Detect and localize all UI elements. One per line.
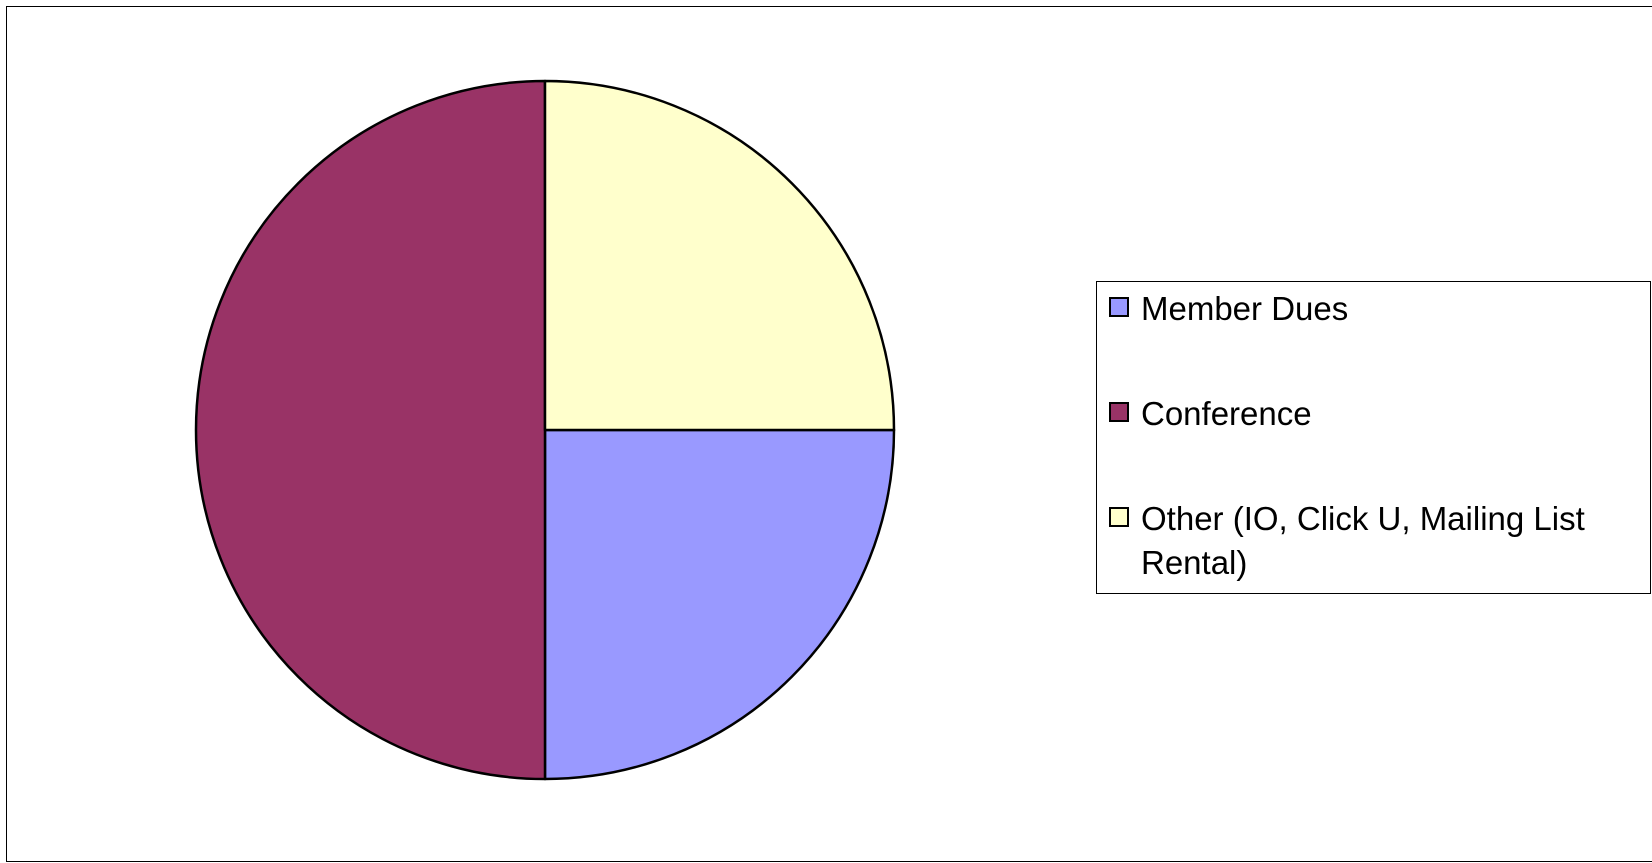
chart-area: Member Dues Conference Other (IO, Click …	[6, 6, 1652, 862]
legend-swatch-member-dues	[1109, 297, 1129, 317]
legend-item-conference: Conference	[1109, 392, 1641, 436]
legend-swatch-other	[1109, 507, 1129, 527]
legend-label-other: Other (IO, Click U, Mailing List Rental)	[1141, 500, 1585, 581]
pie-slice-member	[543, 428, 896, 781]
pie-slice-conference	[194, 79, 547, 781]
legend-swatch-conference	[1109, 402, 1129, 422]
legend: Member Dues Conference Other (IO, Click …	[1096, 281, 1651, 594]
pie-slice-other	[543, 79, 896, 432]
pie-chart	[194, 79, 896, 781]
legend-label-conference: Conference	[1141, 395, 1312, 432]
legend-item-other: Other (IO, Click U, Mailing List Rental)	[1109, 497, 1641, 585]
legend-item-member-dues: Member Dues	[1109, 287, 1641, 331]
legend-label-member-dues: Member Dues	[1141, 290, 1349, 327]
